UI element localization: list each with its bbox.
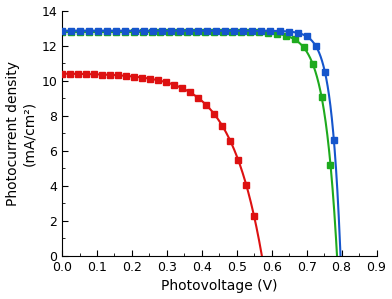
Y-axis label: Photocurrent density
(mA/cm²): Photocurrent density (mA/cm²)	[5, 61, 36, 206]
X-axis label: Photovoltage (V): Photovoltage (V)	[161, 280, 278, 293]
